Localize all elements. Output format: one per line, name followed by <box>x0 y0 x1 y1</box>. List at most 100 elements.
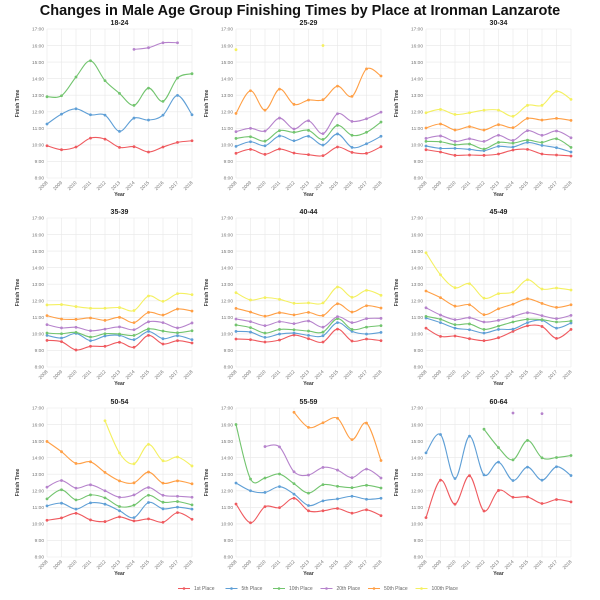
x-tick-label: 2009 <box>431 180 443 192</box>
data-point <box>540 103 544 107</box>
data-point <box>307 337 310 341</box>
data-point <box>555 117 558 120</box>
data-point <box>497 324 500 328</box>
data-point <box>379 459 383 462</box>
y-tick-label: 8:00 <box>224 555 234 561</box>
data-point <box>511 315 515 319</box>
data-point <box>74 462 78 465</box>
data-point <box>540 141 544 144</box>
data-point <box>74 305 78 308</box>
data-point <box>118 145 121 149</box>
x-axis-label: Year <box>303 571 314 577</box>
series-10th-place <box>45 488 194 508</box>
data-point <box>482 108 486 112</box>
data-point <box>132 116 136 120</box>
data-point <box>278 332 281 336</box>
data-point <box>569 313 573 317</box>
legend-label: 1st Place <box>194 586 215 592</box>
data-point <box>526 117 529 120</box>
x-tick-label: 2008 <box>417 180 429 192</box>
legend-swatch-point <box>230 587 233 590</box>
data-point <box>89 344 92 348</box>
series-50th-place <box>292 410 383 462</box>
x-tick-label: 2014 <box>504 180 516 192</box>
series-100th-place <box>45 292 194 312</box>
data-point <box>249 477 252 481</box>
data-point <box>292 102 296 106</box>
data-point <box>278 311 281 315</box>
y-tick-label: 12:00 <box>32 109 44 115</box>
data-point <box>103 327 107 331</box>
data-point <box>497 328 500 331</box>
data-point <box>263 152 267 156</box>
data-point <box>307 134 310 138</box>
data-point <box>45 122 49 126</box>
data-point <box>118 505 121 508</box>
data-point <box>278 134 281 138</box>
series-5th-place <box>424 141 573 154</box>
data-point <box>307 504 310 507</box>
x-tick-label: 2008 <box>38 559 50 571</box>
x-tick-label: 2012 <box>475 559 487 571</box>
y-axis-label: Finish Time <box>204 89 210 117</box>
data-point <box>321 301 325 305</box>
data-point <box>147 333 150 337</box>
data-point <box>569 97 573 101</box>
x-axis-label: Year <box>493 571 504 577</box>
data-point <box>439 317 442 321</box>
data-point <box>468 322 471 326</box>
data-point <box>45 440 49 443</box>
data-point <box>103 471 107 474</box>
series-20th-place <box>424 129 573 143</box>
data-point <box>379 324 383 328</box>
data-point <box>263 144 267 148</box>
data-point <box>161 41 165 45</box>
series-10th-place <box>424 137 573 151</box>
data-point <box>103 496 107 500</box>
data-point <box>307 310 310 314</box>
x-tick-label: 2015 <box>139 180 151 192</box>
y-tick-label: 10:00 <box>411 143 423 149</box>
series-50th-place <box>424 289 573 317</box>
y-tick-label: 12:00 <box>32 298 44 304</box>
data-point <box>132 321 136 325</box>
data-point <box>190 329 194 333</box>
y-tick-label: 8:00 <box>224 365 234 371</box>
data-point <box>45 518 49 522</box>
data-point <box>132 328 136 332</box>
x-tick-label: 2010 <box>446 369 458 381</box>
x-tick-label: 2013 <box>489 559 501 571</box>
data-point <box>511 126 515 130</box>
data-point <box>190 507 194 511</box>
data-point <box>147 327 150 331</box>
legend-label: 50th Place <box>384 586 408 592</box>
data-point <box>365 497 368 501</box>
data-point <box>321 98 325 102</box>
y-tick-label: 13:00 <box>32 472 44 478</box>
data-point <box>190 309 194 313</box>
data-point <box>147 320 150 324</box>
data-point <box>234 317 238 321</box>
data-point <box>249 140 252 144</box>
data-point <box>103 502 107 506</box>
x-axis-label: Year <box>493 192 504 198</box>
data-point <box>249 135 252 139</box>
data-point <box>468 328 471 332</box>
data-point <box>132 309 136 312</box>
data-point <box>439 433 442 436</box>
data-point <box>321 132 325 136</box>
data-point <box>292 301 296 305</box>
series-10th-place <box>45 59 194 107</box>
data-point <box>249 521 252 525</box>
data-point <box>263 335 267 339</box>
data-point <box>190 72 194 76</box>
legend-item: 10th Place <box>273 586 313 592</box>
y-tick-label: 14:00 <box>221 455 233 461</box>
data-point <box>118 479 121 483</box>
data-point <box>249 330 252 334</box>
y-tick-label: 16:00 <box>221 422 233 428</box>
data-point <box>161 493 165 497</box>
y-tick-label: 12:00 <box>32 488 44 494</box>
data-point <box>89 306 92 310</box>
data-point <box>439 122 442 126</box>
